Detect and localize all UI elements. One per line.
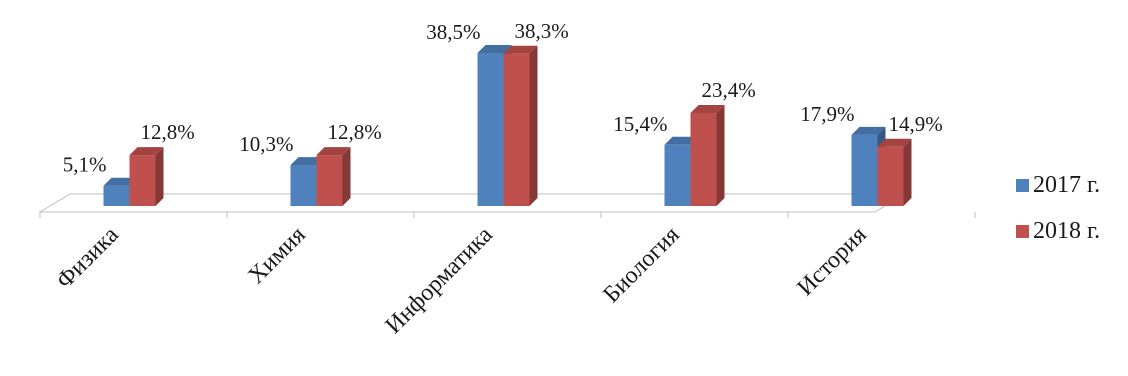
data-label-1-0: 12,8% <box>141 120 195 144</box>
bar-front <box>316 155 343 206</box>
legend-swatch-2017 <box>1016 178 1029 192</box>
bar-top <box>851 126 886 135</box>
bar-1-2 <box>503 45 538 207</box>
data-label-1-3: 23,4% <box>702 78 756 102</box>
category-label-0: Физика <box>52 222 124 294</box>
legend-label-2018: 2018 г. <box>1033 217 1101 244</box>
legend-item-2018: 2018 г. <box>1016 208 1100 254</box>
data-label-1-1: 12,8% <box>328 120 382 144</box>
bar-top <box>877 138 912 147</box>
bar-front <box>690 113 717 206</box>
bar-front <box>103 185 130 206</box>
bar-top <box>129 147 164 156</box>
bar-1-3 <box>690 105 725 206</box>
bar-1-4 <box>877 138 912 206</box>
legend-item-2017: 2017 г. <box>1016 162 1100 208</box>
data-label-0-3: 15,4% <box>613 112 667 136</box>
data-label-1-2: 38,3% <box>515 19 569 43</box>
bar-front <box>129 155 156 206</box>
bar-top <box>290 157 325 166</box>
category-label-4: История <box>793 222 872 301</box>
bar-top <box>316 147 351 156</box>
bar-side <box>716 105 725 206</box>
bar-top <box>664 136 699 145</box>
legend: 2017 г. 2018 г. <box>1016 162 1100 254</box>
data-label-0-0: 5,1% <box>63 153 107 177</box>
bar-front <box>664 144 691 206</box>
bar-top <box>690 105 725 114</box>
data-label-0-2: 38,5% <box>426 20 480 44</box>
category-label-2: Информатика <box>381 222 498 339</box>
category-label-3: Биология <box>598 222 684 308</box>
bar-front <box>851 134 878 206</box>
bar-side <box>529 45 538 207</box>
bar-side <box>155 147 164 206</box>
bar-front <box>503 53 530 207</box>
data-label-1-4: 14,9% <box>889 112 943 136</box>
bar-top <box>103 177 138 186</box>
bar-side <box>342 147 351 206</box>
chart-floor <box>38 193 907 213</box>
bar-front <box>477 53 504 206</box>
legend-swatch-2018 <box>1016 224 1029 238</box>
bar-top <box>477 45 512 53</box>
legend-label-2017: 2017 г. <box>1033 171 1101 198</box>
data-label-0-1: 10,3% <box>239 132 293 156</box>
category-label-1: Химия <box>243 222 310 289</box>
bar-1-1 <box>316 147 351 206</box>
data-label-0-4: 17,9% <box>800 102 854 126</box>
bar-front <box>290 165 317 206</box>
bar-top <box>503 45 538 54</box>
bar-front <box>877 146 904 206</box>
bar-1-0 <box>129 147 164 206</box>
chart-plot: 5,1% 12,8% Физика 10,3% 12,8% Химия 38,5% 38,3%… <box>38 19 976 339</box>
bar-side <box>903 138 912 206</box>
